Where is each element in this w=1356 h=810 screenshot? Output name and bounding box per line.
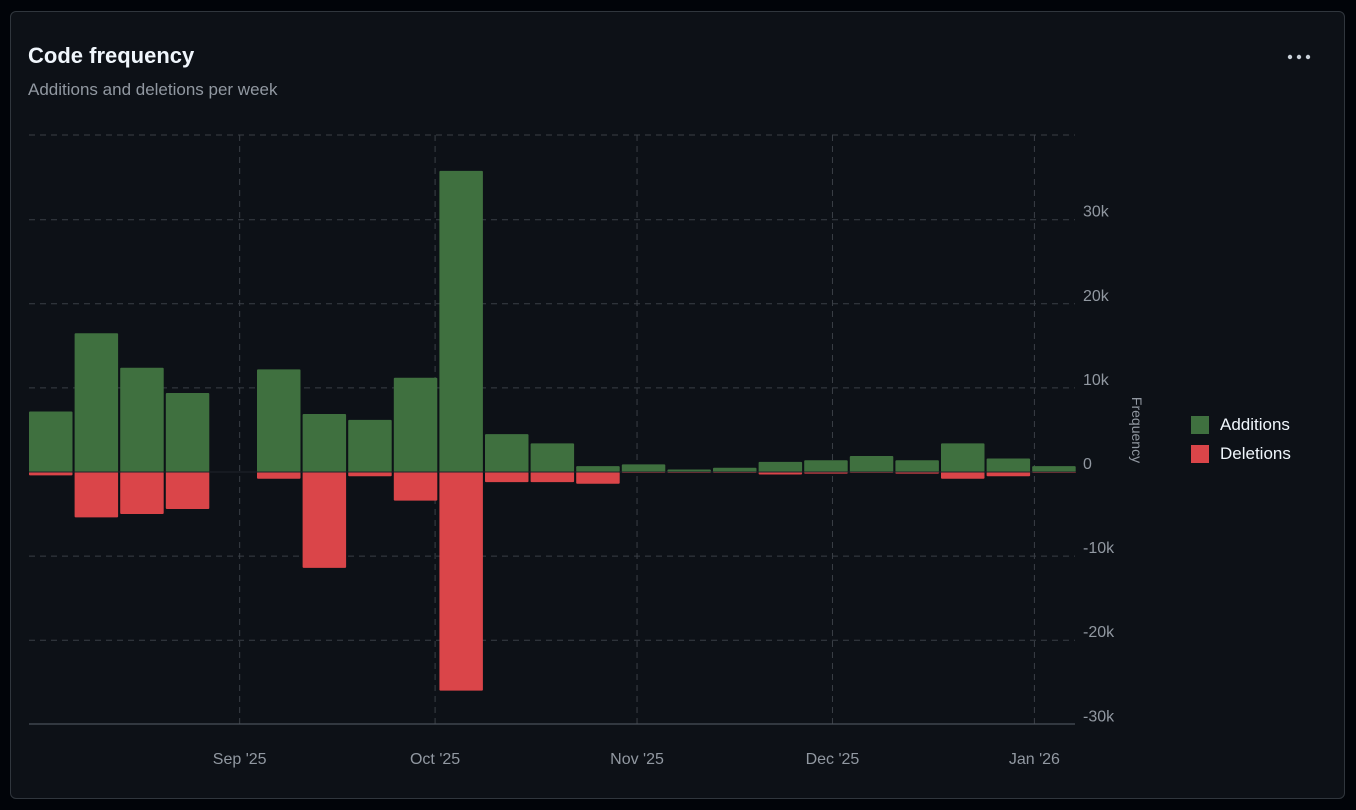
chart-legend: Additions Deletions	[1191, 410, 1291, 468]
legend-item-deletions[interactable]: Deletions	[1191, 439, 1291, 468]
bar-additions	[576, 466, 620, 472]
y-axis-title: Frequency	[1129, 397, 1145, 463]
x-tick-label: Jan '26	[1009, 751, 1060, 768]
bar-additions	[986, 458, 1031, 472]
bar-deletions	[257, 472, 301, 479]
card-title: Code frequency	[28, 43, 195, 68]
legend-swatch-additions	[1191, 415, 1209, 434]
bar-additions	[667, 469, 711, 472]
legend-item-additions[interactable]: Additions	[1191, 410, 1291, 439]
bar-additions	[530, 443, 575, 472]
x-tick-label: Dec '25	[806, 751, 860, 768]
bar-additions	[29, 411, 73, 472]
y-tick-label: -10k	[1083, 540, 1115, 557]
code-frequency-card: Code frequency Additions and deletions p…	[10, 11, 1345, 799]
bar-deletions	[576, 472, 620, 484]
bar-additions	[1032, 466, 1076, 472]
bar-deletions	[29, 472, 73, 476]
y-tick-label: -20k	[1083, 624, 1115, 641]
bar-deletions	[758, 472, 803, 475]
legend-label-additions: Additions	[1220, 414, 1290, 434]
bar-additions	[713, 467, 757, 472]
x-tick-label: Sep '25	[213, 751, 267, 768]
bar-deletions	[165, 472, 210, 510]
bar-additions	[758, 461, 803, 472]
code-frequency-chart: 30k 20k 10k 0 -10k -20k -30k Sep '25 Oct '25 Nov …	[29, 134, 1145, 768]
bar-deletions	[120, 472, 164, 515]
bar-additions	[257, 369, 301, 472]
bar-additions	[621, 464, 666, 472]
bar-deletions	[986, 472, 1031, 477]
legend-label-deletions: Deletions	[1220, 443, 1291, 463]
bar-additions	[804, 460, 848, 472]
bar-additions	[348, 419, 392, 472]
bar-additions	[895, 460, 939, 472]
y-tick-label: 0	[1083, 456, 1092, 473]
x-tick-label: Oct '25	[410, 751, 460, 768]
legend-swatch-deletions	[1191, 444, 1209, 463]
bar-additions	[485, 434, 529, 472]
bar-deletions	[439, 472, 483, 691]
bar-additions	[302, 413, 347, 472]
bar-additions	[74, 333, 119, 472]
bar-deletions	[941, 472, 985, 479]
bar-additions	[120, 367, 164, 472]
y-tick-label: 30k	[1083, 204, 1110, 221]
bar-deletions	[348, 472, 392, 477]
y-tick-label: 20k	[1083, 288, 1110, 305]
card-subtitle: Additions and deletions per week	[28, 80, 278, 99]
bar-additions	[849, 456, 894, 472]
bar-deletions	[530, 472, 575, 483]
more-options-button[interactable]	[1279, 42, 1319, 72]
bar-additions	[393, 377, 438, 472]
bar-additions	[165, 392, 210, 472]
kebab-horizontal-icon	[1287, 54, 1311, 60]
y-tick-label: -30k	[1083, 708, 1115, 725]
bar-additions	[439, 170, 483, 472]
y-tick-label: 10k	[1083, 372, 1110, 389]
x-tick-label: Nov '25	[610, 751, 664, 768]
bar-deletions	[485, 472, 529, 483]
bar-additions	[941, 443, 985, 472]
bar-deletions	[393, 472, 438, 501]
bar-deletions	[302, 472, 347, 568]
bar-deletions	[74, 472, 119, 518]
